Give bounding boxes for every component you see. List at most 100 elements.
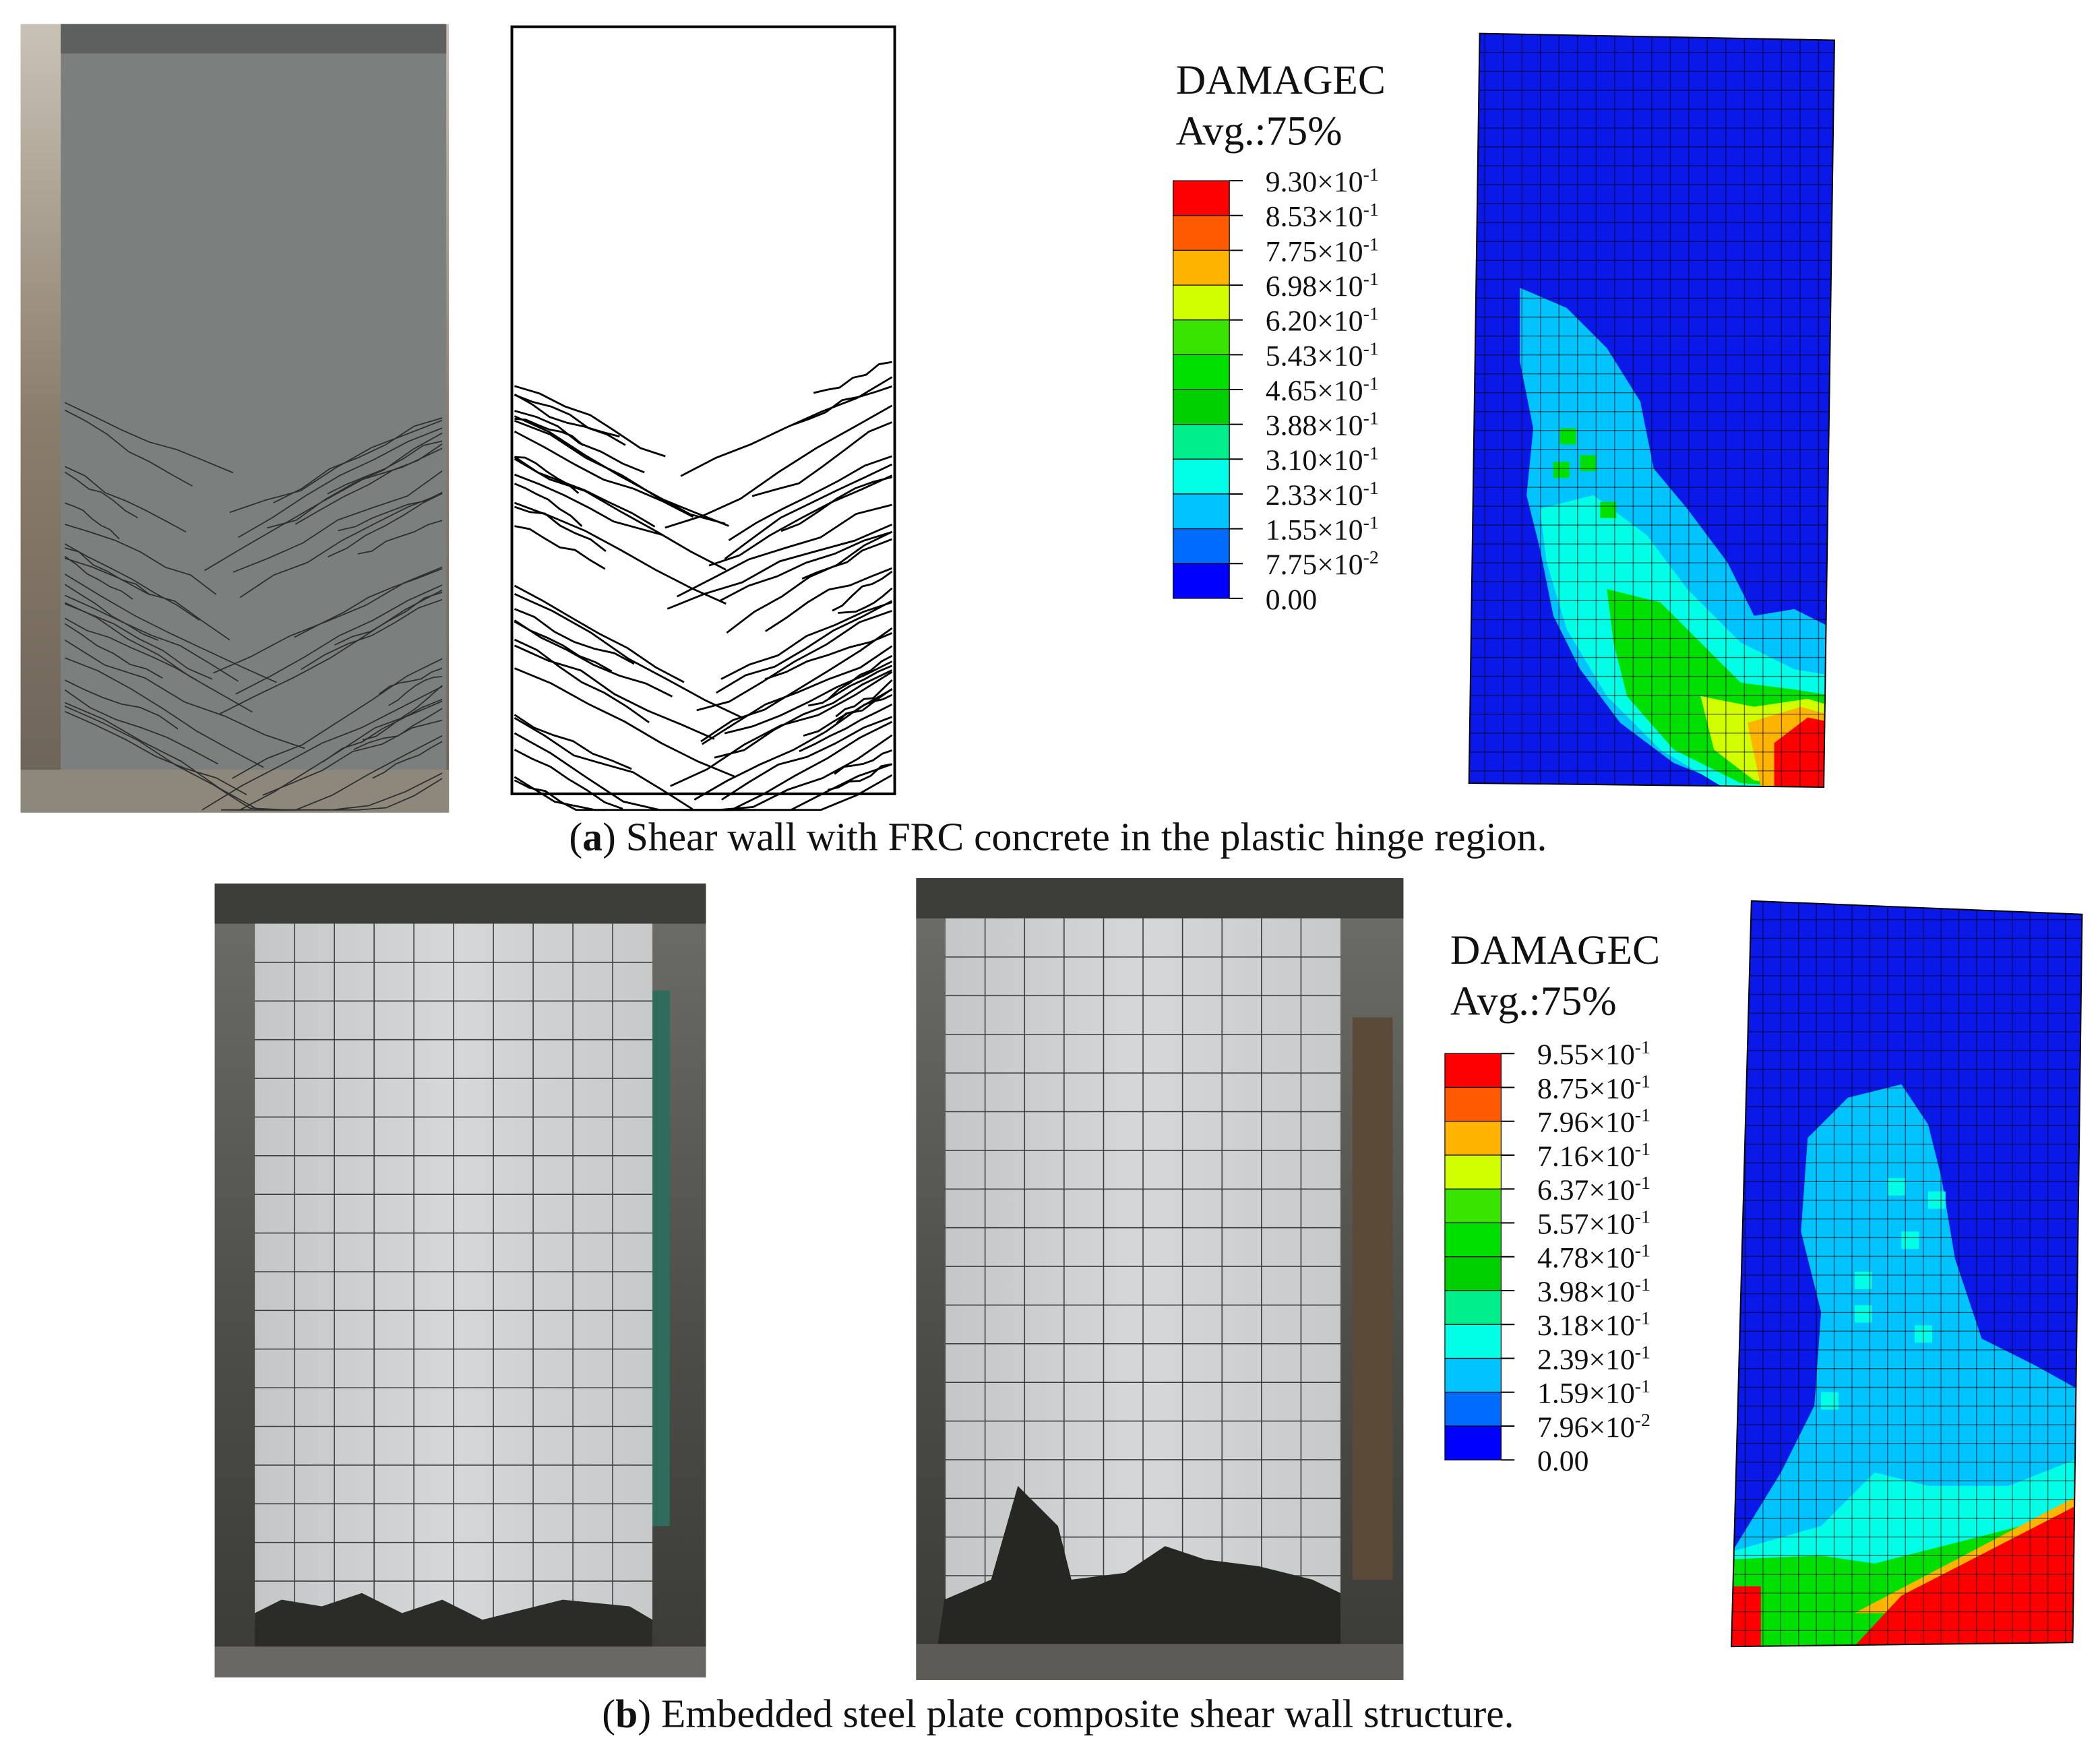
legend-swatch [1173, 458, 1230, 495]
caption-part: ) Shear wall with FRC concrete in the pl… [603, 814, 1547, 859]
crack [726, 530, 893, 634]
crack [832, 570, 893, 612]
crack [273, 417, 443, 503]
legend-mantissa: 2.33×10 [1266, 479, 1363, 512]
legend-label: 3.88×10-1 [1266, 408, 1379, 442]
crack [813, 361, 892, 394]
crack [764, 632, 893, 680]
photo-test-wall-b1 [214, 883, 706, 1677]
crack [514, 458, 727, 571]
legend-swatch [1173, 424, 1230, 460]
legend-swatch [1173, 563, 1230, 599]
crack [338, 491, 443, 532]
legend-label: 6.37×10-1 [1537, 1173, 1650, 1206]
caption: (a) Shear wall with FRC concrete in the … [569, 814, 1547, 859]
crack [372, 741, 443, 779]
crack [801, 538, 893, 580]
legend-swatch [1173, 249, 1230, 286]
legend-mantissa: 4.65×10 [1266, 375, 1363, 407]
caption: (b) Embedded steel plate composite shear… [602, 1691, 1514, 1735]
legend-mantissa: 7.96×10 [1537, 1411, 1635, 1444]
legend-a: DAMAGECAvg.:75%9.30×10-18.53×10-17.75×10… [1173, 57, 1386, 616]
legend-swatch [1173, 389, 1230, 425]
damage-zone [1854, 1305, 1872, 1323]
crack [64, 524, 217, 595]
legend-swatch [1444, 1188, 1502, 1224]
crack [237, 427, 443, 538]
legend-mantissa: 2.39×10 [1537, 1343, 1635, 1376]
crack [514, 501, 727, 605]
legend-exponent: -1 [1635, 1173, 1650, 1194]
crack [514, 608, 635, 665]
crack [64, 402, 234, 474]
crack [514, 505, 607, 553]
legend-title: DAMAGEC [1450, 927, 1660, 973]
legend-mantissa: 8.53×10 [1266, 201, 1363, 233]
legend-swatch [1444, 1053, 1502, 1088]
crack [64, 623, 163, 679]
legend-exponent: -1 [1635, 1071, 1650, 1092]
legend-label: 3.98×10-1 [1537, 1274, 1650, 1308]
legend-swatch [1444, 1324, 1502, 1359]
legend-label: 8.53×10-1 [1266, 199, 1379, 233]
crack [799, 703, 893, 753]
legend-mantissa: 3.18×10 [1537, 1309, 1635, 1342]
crack [301, 598, 443, 671]
legend-exponent: -1 [1635, 1206, 1650, 1227]
legend-swatch [1173, 493, 1230, 530]
crack [219, 589, 443, 715]
crack [514, 667, 735, 778]
crack [720, 601, 893, 680]
legend-exponent: -1 [1363, 513, 1379, 534]
crack [728, 455, 893, 541]
crack [514, 417, 584, 446]
legend-exponent: -1 [1363, 234, 1379, 255]
legend-swatch [1173, 354, 1230, 390]
legend-label: 6.20×10-1 [1266, 304, 1379, 338]
legend-mantissa: 9.30×10 [1266, 166, 1363, 198]
legend-title: DAMAGEC [1176, 57, 1386, 103]
crack [514, 483, 583, 527]
legend-exponent: -1 [1363, 269, 1379, 290]
damage-zone [1821, 1392, 1839, 1410]
legend-label: 2.39×10-1 [1537, 1343, 1650, 1376]
legend-mantissa: 0.00 [1266, 584, 1317, 616]
legend-swatch [1444, 1290, 1502, 1325]
legend-label: 7.16×10-1 [1537, 1139, 1650, 1173]
legend-exponent: -1 [1363, 199, 1379, 220]
crack [64, 689, 218, 765]
crack [514, 717, 693, 810]
crack [64, 471, 138, 518]
crack [378, 667, 443, 695]
crack [702, 645, 893, 745]
legend-exponent: -1 [1635, 1139, 1650, 1160]
crack [828, 654, 893, 700]
crack [680, 376, 893, 477]
crack [229, 419, 443, 514]
crack [514, 410, 645, 474]
legend-label: 1.59×10-1 [1537, 1376, 1650, 1410]
crack [321, 698, 443, 763]
crack [719, 531, 893, 602]
crack [64, 603, 213, 680]
damage-zone [1854, 1492, 2082, 1613]
crack [202, 685, 443, 811]
crack [838, 587, 893, 614]
legend-label: 3.10×10-1 [1266, 443, 1379, 476]
legend-exponent: -1 [1635, 1241, 1650, 1262]
legend-label: 7.96×10-1 [1537, 1105, 1650, 1139]
legend-mantissa: 7.75×10 [1266, 235, 1363, 268]
crack [764, 567, 893, 632]
crack [700, 627, 893, 743]
legend-exponent: -2 [1363, 547, 1379, 568]
crack [64, 555, 133, 600]
legend-label: 4.65×10-1 [1266, 373, 1379, 407]
legend-mantissa: 1.55×10 [1266, 514, 1363, 546]
damage-contour-a [1468, 32, 1835, 788]
legend-mantissa: 5.43×10 [1266, 340, 1363, 372]
caption-part: ( [569, 814, 582, 859]
crack [357, 520, 443, 555]
legend-swatch [1444, 1357, 1502, 1393]
